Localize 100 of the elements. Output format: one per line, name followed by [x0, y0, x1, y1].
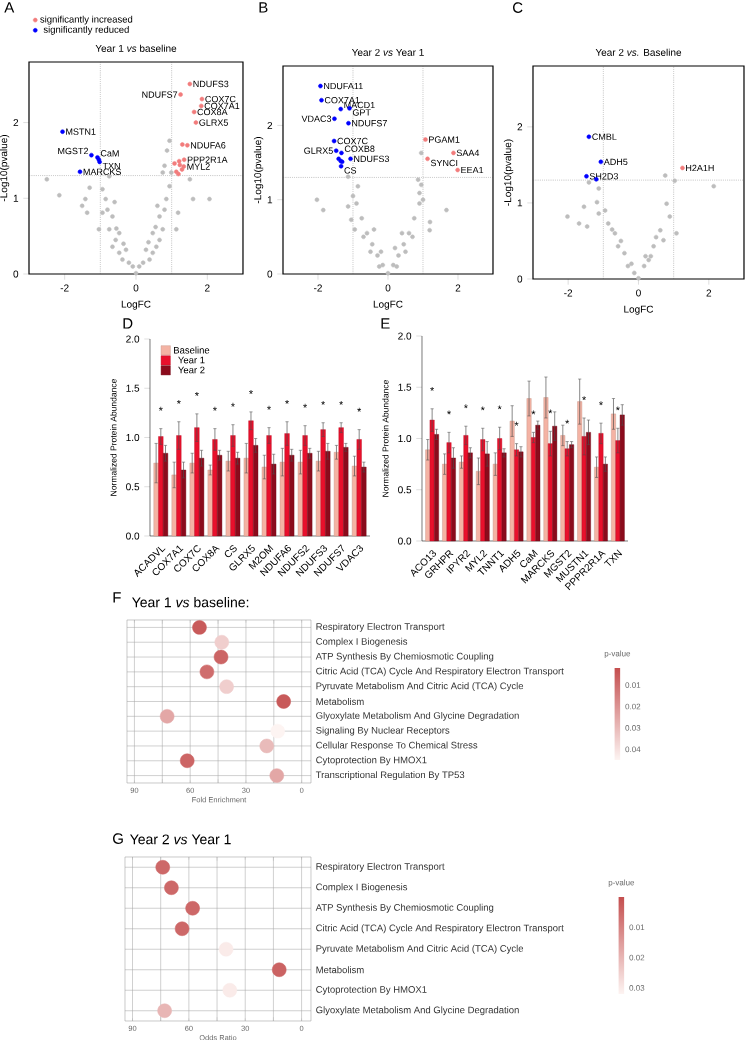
- annotation: PGAM1: [429, 136, 460, 143]
- annotation: COXB8: [344, 145, 375, 152]
- y-tick-label: Metabolism: [316, 966, 364, 974]
- annotation: NDUFS3: [193, 80, 229, 88]
- y-tick-label: Citric Acid (TCA) Cycle And Respiratory Electron Transport: [316, 667, 564, 677]
- chart-title: Year 1 vs baseline:: [132, 597, 249, 608]
- legend-label: Year 2: [178, 366, 205, 374]
- text: E: [381, 318, 390, 329]
- text: B: [259, 2, 268, 13]
- color-bar-label: 0.03: [625, 725, 641, 731]
- annotation: *: [480, 406, 485, 411]
- annotation: NDUFA6: [191, 142, 226, 149]
- y-tick-label: 1: [267, 196, 273, 204]
- x-tick-label: 0: [636, 289, 641, 297]
- annotation: COX7A1: [204, 102, 240, 110]
- color-bar-label: 0.01: [625, 682, 641, 688]
- y-tick-label: ATP Synthesis By Chemiosmotic Coupling: [315, 903, 494, 913]
- y-tick-label: Glyoxylate Metabolism And Glycine Degradation: [316, 711, 519, 721]
- y-tick-label: 1.5: [126, 384, 140, 392]
- x-tick-label: 0: [385, 284, 391, 292]
- annotation: COX7C: [337, 137, 368, 145]
- legend-label: Baseline: [174, 346, 210, 354]
- annotation: *: [514, 421, 519, 426]
- annotation: H2A1H: [686, 164, 714, 172]
- annotation: COX7C: [205, 95, 236, 103]
- y-tick-label: Complex I Biogenesis: [316, 883, 408, 893]
- y-axis-title: -Log10(pvalue): [0, 135, 10, 202]
- text: D: [123, 318, 133, 329]
- y-tick-label: 1.5: [398, 383, 412, 391]
- annotation: SAA4: [456, 149, 480, 157]
- color-bar-label: 0.01: [629, 924, 645, 931]
- y-tick-label: 1: [517, 199, 523, 207]
- y-tick-label: Cellular Response To Chemical Stress: [316, 741, 478, 751]
- color-bar-label: 0.04: [625, 746, 641, 753]
- x-axis-title: LogFC: [373, 300, 403, 310]
- annotation: *: [599, 401, 603, 406]
- annotation: EEA1: [461, 166, 484, 174]
- annotation: *: [303, 403, 308, 408]
- annotation: MGST2: [58, 147, 89, 155]
- y-tick-label: 0: [517, 275, 523, 283]
- annotation: *: [463, 404, 468, 409]
- y-tick-label: 2: [517, 123, 523, 131]
- text: G: [113, 833, 123, 844]
- annotation: PPP2R1A: [187, 156, 228, 163]
- annotation: *: [565, 419, 570, 424]
- annotation: *: [267, 405, 271, 410]
- annotation: *: [430, 386, 435, 391]
- annotation: GLRX5: [199, 119, 228, 126]
- annotation: COX8A: [197, 108, 228, 116]
- chart-title: Year 2 vs. Baseline: [595, 48, 682, 56]
- annotation: *: [339, 400, 344, 405]
- annotation: *: [176, 399, 181, 404]
- x-tick-label: -2: [313, 284, 322, 292]
- annotation: *: [497, 405, 502, 410]
- chart-title: Year 2 vs Year 1: [130, 834, 231, 845]
- annotation: SYNCI: [430, 159, 458, 167]
- y-tick-label: 0.5: [126, 483, 140, 491]
- annotation: VDAC3: [301, 115, 332, 122]
- annotation: CaM: [100, 150, 119, 157]
- y-tick-label: Pyruvate Metabolism And Citric Acid (TCA) Cycle: [316, 944, 524, 954]
- color-bar-label: 0.03: [629, 985, 645, 991]
- color-bar-title: p-value: [608, 879, 635, 887]
- annotation: *: [321, 400, 326, 405]
- x-tick-label: -2: [60, 284, 69, 292]
- y-axis-title: -Log10(pvalue): [503, 139, 514, 206]
- y-tick-label: 0: [13, 270, 19, 278]
- chart-title: Year 2 vs Year 1: [351, 48, 424, 56]
- annotation: *: [531, 410, 536, 415]
- annotation: *: [194, 392, 199, 396]
- color-bar-title: p-value: [604, 650, 631, 658]
- annotation: NDUFS3: [354, 155, 390, 163]
- text: A: [4, 2, 15, 13]
- annotation: MSTN1: [66, 128, 96, 135]
- color-bar-label: 0.02: [625, 703, 641, 710]
- x-axis-title: LogFC: [624, 305, 654, 315]
- chart-title: Year 1 vs baseline: [95, 44, 177, 52]
- y-tick-label: 1: [13, 194, 19, 202]
- y-tick-label: 0: [267, 270, 273, 278]
- y-tick-label: 0.0: [398, 537, 412, 545]
- color-bar-label: 0.02: [629, 954, 645, 961]
- legend-label: Year 1: [178, 356, 205, 364]
- annotation: *: [230, 402, 235, 407]
- legend-label: significantly increased: [40, 15, 133, 25]
- y-tick-label: 1.0: [126, 433, 140, 442]
- annotation: NDUFS7: [352, 120, 387, 127]
- annotation: *: [285, 399, 289, 404]
- y-tick-label: Respiratory Electron Transport: [316, 862, 445, 872]
- annotation: TXN: [102, 162, 120, 170]
- y-tick-label: Complex I Biogenesis: [316, 637, 408, 647]
- annotation: MYL2: [187, 163, 210, 170]
- y-tick-label: 0.0: [126, 532, 140, 540]
- x-tick-label: 2: [205, 284, 210, 292]
- annotation: *: [582, 396, 587, 401]
- x-axis-title: LogFC: [121, 300, 151, 310]
- annotation: GPT: [352, 109, 371, 116]
- annotation: *: [357, 407, 362, 412]
- y-tick-label: ATP Synthesis By Chemiosmotic Coupling: [315, 652, 494, 662]
- y-tick-label: 2.0: [398, 332, 412, 340]
- text: F: [113, 592, 121, 603]
- y-tick-label: Cytoprotection By HMOX1: [316, 985, 427, 995]
